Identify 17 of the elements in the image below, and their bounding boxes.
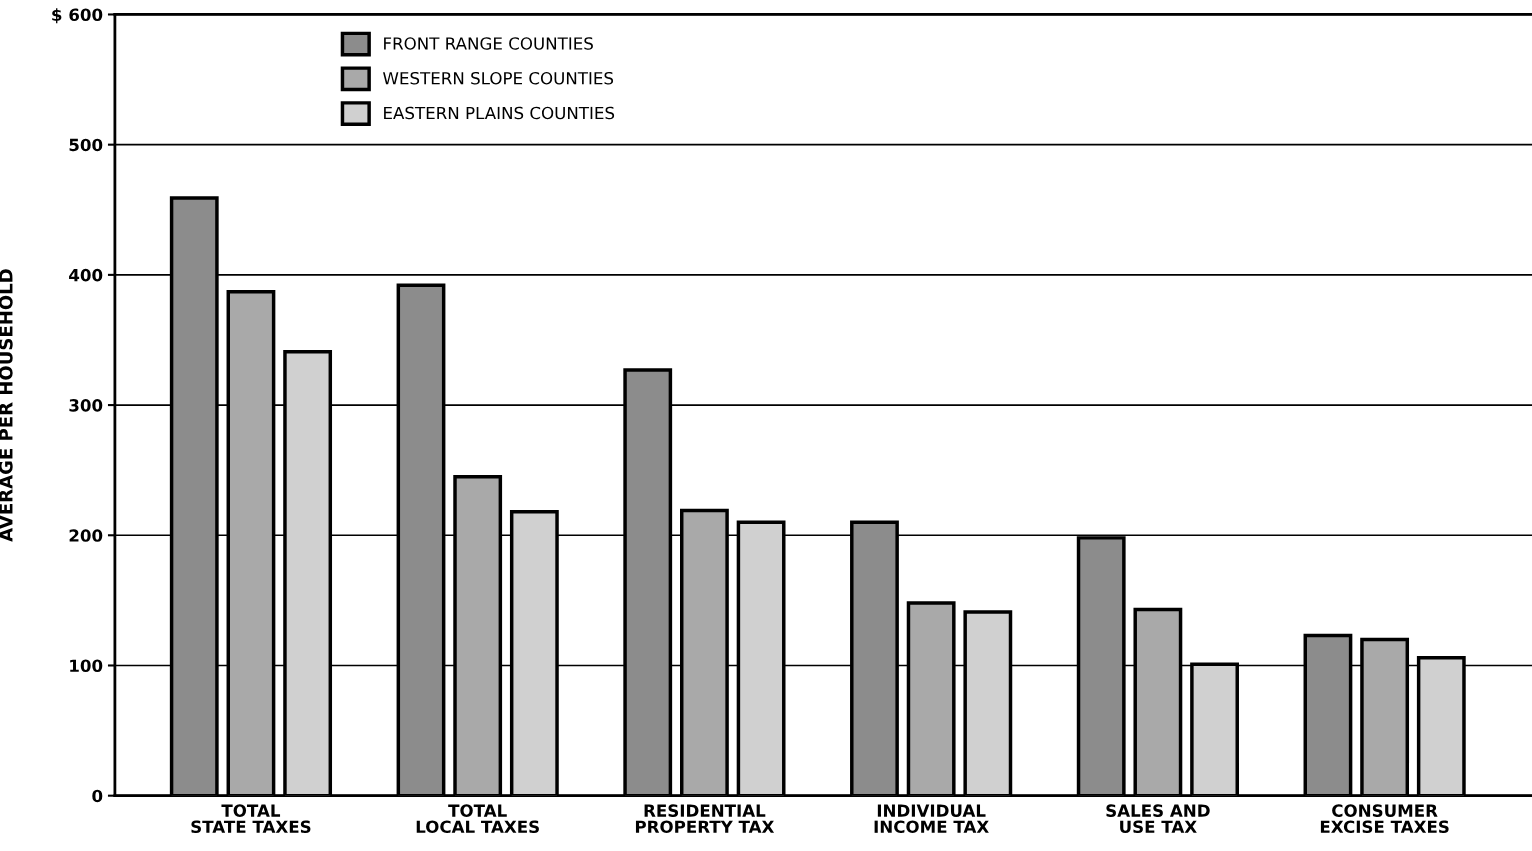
- x-tick-label: TOTAL LOCAL TAXES: [416, 804, 539, 834]
- legend-label: WESTERN SLOPE COUNTIES: [383, 71, 614, 85]
- y-tick-label: 500: [69, 138, 103, 152]
- y-tick-label: $ 600: [52, 8, 103, 24]
- x-tick-label: TOTAL STATE TAXES: [191, 804, 311, 834]
- x-tick-label: CONSUMER EXCISE TAXES: [1320, 804, 1449, 834]
- x-tick-label: RESIDENTIAL PROPERTY TAX: [635, 804, 775, 834]
- legend-label: EASTERN PLAINS COUNTIES: [384, 106, 615, 120]
- y-tick-label: 300: [69, 399, 103, 412]
- y-axis-title: AVERAGE PER HOUSEHOLD: [0, 269, 13, 542]
- y-tick-label: 400: [69, 268, 103, 282]
- x-tick-label: SALES AND USE TAX: [1106, 804, 1210, 834]
- y-tick-label: 0: [92, 789, 103, 803]
- x-tick-label: INDIVIDUAL INCOME TAX: [874, 804, 989, 834]
- y-tick-label: 100: [70, 659, 103, 673]
- legend-label: FRONT RANGE COUNTIES: [384, 37, 593, 50]
- y-tick-label: 200: [69, 529, 103, 542]
